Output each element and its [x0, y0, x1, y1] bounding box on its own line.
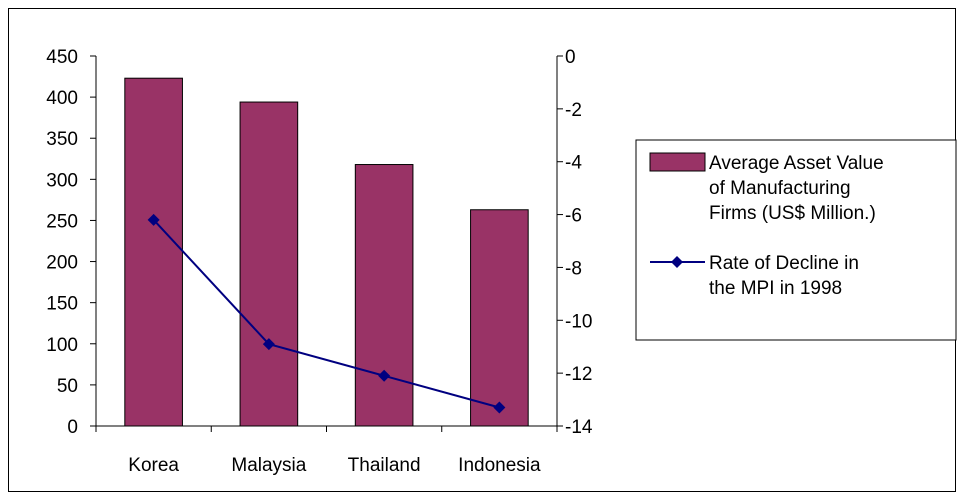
bar-series [125, 78, 528, 426]
legend-label: of Manufacturing [709, 178, 851, 199]
left-tick-label: 200 [46, 253, 78, 274]
left-tick-label: 50 [57, 376, 78, 397]
left-tick-label: 150 [46, 294, 78, 315]
bar [125, 78, 183, 426]
left-tick-label: 350 [46, 129, 78, 150]
line-series [148, 214, 506, 414]
left-tick-label: 400 [46, 88, 78, 109]
legend-label: Rate of Decline in [709, 253, 859, 274]
x-tick-label: Indonesia [458, 455, 541, 476]
right-tick-label: -6 [565, 206, 582, 227]
bar [355, 165, 413, 426]
bar [240, 102, 298, 426]
right-tick-label: -8 [565, 258, 582, 279]
left-tick-label: 450 [46, 47, 78, 68]
left-tick-label: 250 [46, 211, 78, 232]
right-tick-label: -10 [565, 311, 592, 332]
x-tick-label: Korea [128, 455, 179, 476]
bar [471, 210, 529, 426]
x-axis: Korea Malaysia Thailand Indonesia [96, 426, 557, 476]
right-tick-label: -14 [565, 417, 593, 438]
left-tick-label: 0 [67, 417, 78, 438]
x-tick-label: Malaysia [231, 455, 306, 476]
right-tick-label: 0 [565, 47, 576, 68]
left-tick-label: 300 [46, 170, 78, 191]
x-tick-label: Thailand [348, 455, 421, 476]
left-tick-label: 100 [46, 335, 78, 356]
left-y-axis: 0 50 100 150 200 250 300 350 400 450 [46, 47, 96, 438]
right-tick-label: -4 [565, 153, 582, 174]
right-y-axis: -14 -12 -10 -8 -6 -4 -2 0 [557, 47, 593, 438]
right-tick-label: -12 [565, 364, 592, 385]
series-line [154, 220, 500, 408]
legend-swatch-bar [650, 153, 705, 171]
legend-label: the MPI in 1998 [709, 278, 842, 299]
legend: Average Asset Value of Manufacturing Firms… [636, 140, 956, 340]
legend-label: Average Asset Value [709, 153, 884, 174]
right-tick-label: -2 [565, 100, 582, 121]
legend-label: Firms (US$ Million.) [709, 203, 876, 224]
